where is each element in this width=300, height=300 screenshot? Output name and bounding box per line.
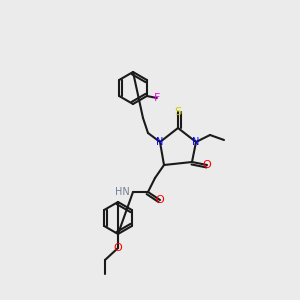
Text: N: N [156, 137, 164, 147]
Text: HN: HN [115, 187, 130, 197]
Text: F: F [154, 93, 160, 103]
Text: N: N [192, 137, 200, 147]
Text: S: S [174, 107, 182, 117]
Text: O: O [156, 195, 164, 205]
Text: O: O [114, 243, 122, 253]
Text: O: O [202, 160, 211, 170]
